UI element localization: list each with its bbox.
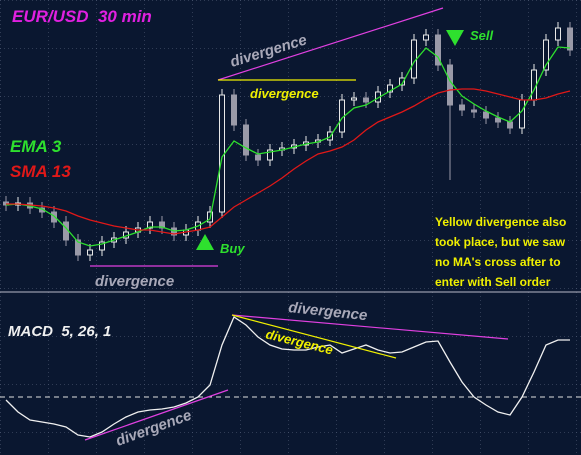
candle-body — [87, 249, 93, 256]
candle-body — [231, 94, 237, 126]
candle-body — [555, 27, 561, 41]
candle-body — [75, 239, 81, 256]
note-line: took place, but we saw — [435, 235, 566, 249]
candle-body — [483, 111, 489, 119]
divergence-label: divergence — [95, 273, 174, 290]
candle-body — [147, 221, 153, 229]
candle-body — [435, 34, 441, 66]
legend-entry: SMA 13 — [10, 162, 71, 181]
candle-body — [495, 117, 501, 123]
macd-panel — [0, 316, 581, 438]
divergence-line — [231, 314, 509, 340]
buy-label: Buy — [220, 241, 245, 256]
candle-body — [519, 99, 525, 129]
candle-body — [255, 154, 261, 161]
candle-body — [219, 94, 225, 213]
buy-arrow — [196, 234, 214, 250]
candle-body — [459, 104, 465, 111]
chart-title: EUR/USD 30 min — [12, 7, 152, 26]
price-panel — [3, 22, 573, 261]
sell-label: Sell — [470, 28, 494, 43]
candle-body — [387, 84, 393, 93]
candle-body — [567, 27, 573, 51]
candle-body — [159, 221, 165, 229]
divergence-label: divergence — [250, 86, 319, 101]
candle-body — [399, 77, 405, 86]
candle-body — [543, 39, 549, 71]
macd-title: MACD 5, 26, 1 — [8, 323, 111, 340]
candle-body — [447, 64, 453, 106]
candle-body — [51, 211, 57, 223]
note-line: enter with Sell order — [435, 275, 551, 289]
candle-body — [99, 241, 105, 251]
series-line — [5, 46, 571, 247]
legend-entry: EMA 3 — [10, 137, 62, 156]
candle-body — [507, 121, 513, 129]
series-line — [5, 316, 570, 438]
candle-body — [471, 109, 477, 113]
candle-body — [351, 97, 357, 101]
note-line: Yellow divergence also — [435, 215, 566, 229]
candle-body — [363, 97, 369, 103]
candle-body — [267, 149, 273, 161]
divergence-line — [217, 7, 444, 81]
candle-body — [243, 124, 249, 156]
note-line: no MA's cross after to — [435, 255, 561, 269]
divergence-line — [231, 314, 397, 359]
divergence-line — [84, 389, 229, 441]
sell-arrow — [446, 30, 464, 46]
series-line — [6, 88, 571, 235]
candle-body — [423, 34, 429, 41]
